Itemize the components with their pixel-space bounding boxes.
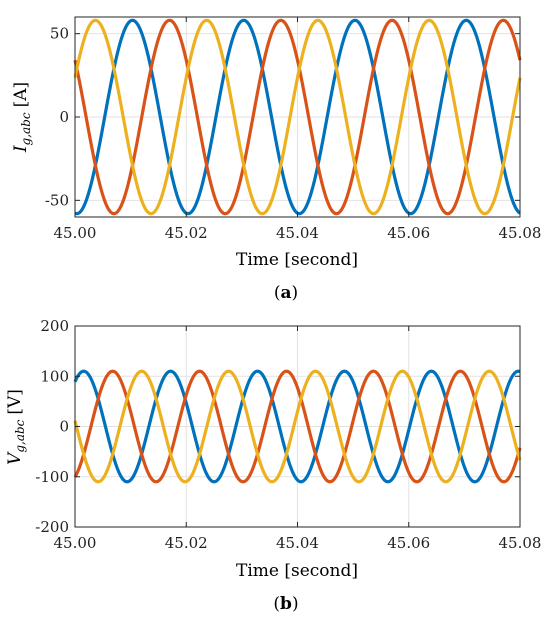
series-line-a-3 [73,18,522,216]
chart-panel-b: 45.00 45.02 45.04 45.06 45.08 -200 -100 0 100 200… [5,317,541,614]
y-axis-label-b: Vg,abc[V] [5,389,27,465]
x-tick-label-b-4: 45.08 [499,534,542,552]
x-axis-label-b: Time [second] [236,561,358,581]
y-axis-label-a: Ig,abc[A] [11,82,33,153]
x-tick-label-a-4: 45.08 [499,224,542,242]
x-tick-label-b-0: 45.00 [54,534,97,552]
series-line-b-3 [73,369,522,484]
caption-a: (a) [274,283,298,303]
x-tick-label-a-1: 45.02 [165,224,208,242]
x-tick-label-b-3: 45.06 [387,534,430,552]
x-axis-label-a: Time [second] [236,250,358,270]
series-line-a-2 [73,18,522,216]
x-tick-label-a-2: 45.04 [276,224,319,242]
y-tick-label-a-1: 0 [59,108,69,126]
x-tick-label-a-3: 45.06 [387,224,430,242]
chart-panel-a: 45.00 45.02 45.04 45.06 45.08 -50 0 50 Ig,abc[A… [11,16,542,303]
y-tick-label-b-2: 0 [59,418,69,436]
y-tick-label-b-0: -200 [35,518,69,536]
y-tick-label-b-1: -100 [35,468,69,486]
plot-area-a: 45.00 45.02 45.04 45.06 45.08 -50 0 50 [45,16,542,242]
y-tick-label-a-0: -50 [45,191,69,209]
plot-area-b: 45.00 45.02 45.04 45.06 45.08 -200 -100 0 100 200 [35,317,541,552]
x-tick-label-b-2: 45.04 [276,534,319,552]
series-line-b-2 [73,369,522,484]
x-tick-label-a-0: 45.00 [54,224,97,242]
x-tick-label-b-1: 45.02 [165,534,208,552]
y-tick-label-b-3: 100 [40,367,69,385]
caption-b: (b) [273,594,298,614]
y-tick-label-b-4: 200 [40,317,69,335]
y-tick-label-a-2: 50 [50,25,69,43]
